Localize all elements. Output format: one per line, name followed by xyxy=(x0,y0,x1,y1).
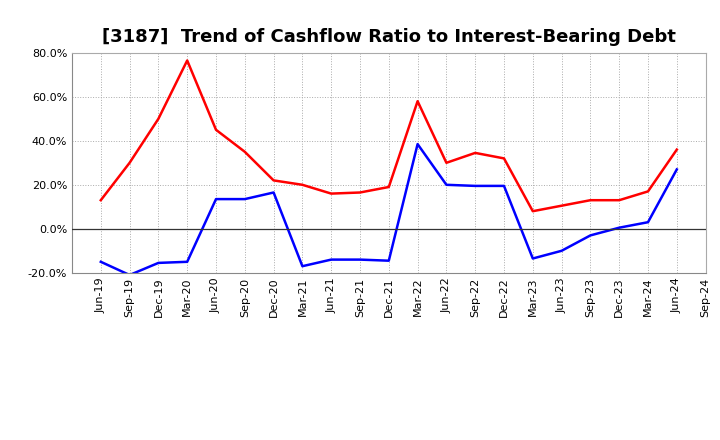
Operating CF to Interest-Bearing Debt xyxy=(327,191,336,196)
Operating CF to Interest-Bearing Debt xyxy=(384,184,393,190)
Operating CF to Interest-Bearing Debt xyxy=(154,116,163,121)
Free CF to Interest-Bearing Debt xyxy=(212,196,220,202)
Operating CF to Interest-Bearing Debt xyxy=(672,147,681,152)
Operating CF to Interest-Bearing Debt xyxy=(96,198,105,203)
Operating CF to Interest-Bearing Debt xyxy=(240,149,249,154)
Free CF to Interest-Bearing Debt xyxy=(183,259,192,264)
Free CF to Interest-Bearing Debt xyxy=(384,258,393,263)
Operating CF to Interest-Bearing Debt xyxy=(413,99,422,104)
Operating CF to Interest-Bearing Debt xyxy=(557,203,566,209)
Operating CF to Interest-Bearing Debt xyxy=(125,160,134,165)
Free CF to Interest-Bearing Debt xyxy=(356,257,364,262)
Operating CF to Interest-Bearing Debt xyxy=(212,127,220,132)
Free CF to Interest-Bearing Debt xyxy=(298,264,307,269)
Free CF to Interest-Bearing Debt xyxy=(586,233,595,238)
Line: Operating CF to Interest-Bearing Debt: Operating CF to Interest-Bearing Debt xyxy=(101,61,677,211)
Free CF to Interest-Bearing Debt xyxy=(615,225,624,231)
Free CF to Interest-Bearing Debt xyxy=(471,183,480,188)
Title: [3187]  Trend of Cashflow Ratio to Interest-Bearing Debt: [3187] Trend of Cashflow Ratio to Intere… xyxy=(102,28,676,46)
Free CF to Interest-Bearing Debt xyxy=(240,196,249,202)
Free CF to Interest-Bearing Debt xyxy=(269,190,278,195)
Operating CF to Interest-Bearing Debt xyxy=(298,182,307,187)
Free CF to Interest-Bearing Debt xyxy=(557,248,566,253)
Free CF to Interest-Bearing Debt xyxy=(500,183,508,188)
Free CF to Interest-Bearing Debt xyxy=(154,260,163,265)
Free CF to Interest-Bearing Debt xyxy=(442,182,451,187)
Operating CF to Interest-Bearing Debt xyxy=(183,58,192,63)
Free CF to Interest-Bearing Debt xyxy=(528,256,537,261)
Free CF to Interest-Bearing Debt xyxy=(327,257,336,262)
Line: Free CF to Interest-Bearing Debt: Free CF to Interest-Bearing Debt xyxy=(101,144,677,275)
Free CF to Interest-Bearing Debt xyxy=(96,259,105,264)
Operating CF to Interest-Bearing Debt xyxy=(500,156,508,161)
Operating CF to Interest-Bearing Debt xyxy=(356,190,364,195)
Operating CF to Interest-Bearing Debt xyxy=(442,160,451,165)
Operating CF to Interest-Bearing Debt xyxy=(644,189,652,194)
Free CF to Interest-Bearing Debt xyxy=(125,272,134,278)
Free CF to Interest-Bearing Debt xyxy=(413,141,422,147)
Free CF to Interest-Bearing Debt xyxy=(644,220,652,225)
Free CF to Interest-Bearing Debt xyxy=(672,167,681,172)
Operating CF to Interest-Bearing Debt xyxy=(586,198,595,203)
Operating CF to Interest-Bearing Debt xyxy=(269,178,278,183)
Operating CF to Interest-Bearing Debt xyxy=(615,198,624,203)
Operating CF to Interest-Bearing Debt xyxy=(528,209,537,214)
Operating CF to Interest-Bearing Debt xyxy=(471,150,480,156)
